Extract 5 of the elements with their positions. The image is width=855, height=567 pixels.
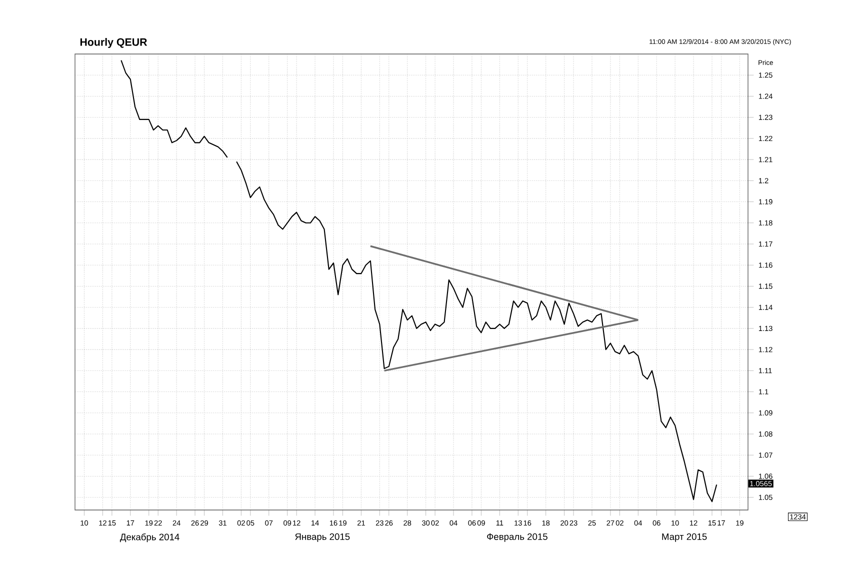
chart-title: Hourly QEUR <box>80 38 148 48</box>
text: Декабрь 2014 <box>120 533 180 542</box>
text: Февраль 2015 <box>487 533 548 542</box>
text: Март 2015 <box>662 533 707 542</box>
text: Январь 2015 <box>295 533 350 542</box>
